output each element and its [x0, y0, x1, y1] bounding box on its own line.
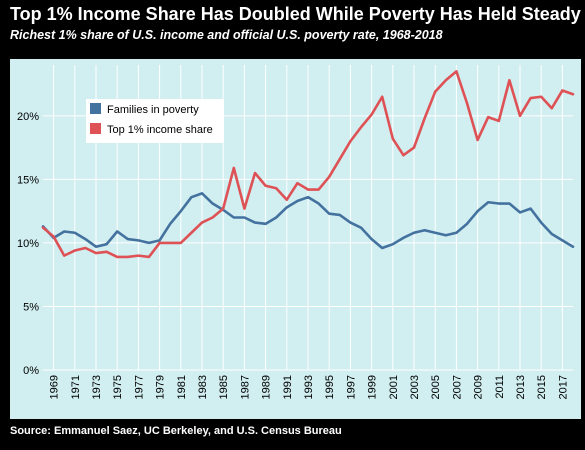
source-note: Source: Emmanuel Saez, UC Berkeley, and … — [10, 425, 342, 437]
y-tick-label: 5% — [23, 301, 39, 313]
legend-label: Top 1% income share — [107, 124, 213, 136]
legend: Families in poverty Top 1% income share — [86, 99, 224, 143]
legend-swatch — [90, 103, 101, 114]
line-chart: 0%5%10%15%20% 1969 1971 1973 1975 1977 1979 19… — [17, 65, 575, 399]
legend-label: Families in poverty — [107, 104, 199, 116]
legend-swatch — [90, 123, 101, 134]
x-axis-ticks: 1969 1971 1973 1975 1977 1979 1981 1983 1985 1987… — [49, 375, 570, 399]
x-tick-label: 1987 — [239, 375, 251, 399]
x-tick-label: 1971 — [70, 375, 82, 399]
plot-panel: 0% 5% 10% 15% 20% 1969 1971 1973 1975 1977 1979 19… — [10, 59, 581, 419]
x-tick-label: 1997 — [345, 375, 357, 399]
y-tick-label: 10% — [17, 238, 39, 250]
x-tick-label: 2005 — [430, 375, 442, 399]
x-tick-label: 1977 — [133, 375, 145, 399]
x-tick-label: 1973 — [91, 375, 103, 399]
series-lines — [41, 70, 575, 259]
y-tick-label: 20% — [17, 111, 39, 123]
x-tick-label: 2011 — [494, 375, 506, 399]
y-axis-ticks: 0% 5% 10% 15% 20% — [17, 111, 39, 377]
x-tick-label: 1989 — [261, 375, 273, 399]
x-tick-label: 2013 — [515, 375, 527, 399]
x-tick-label: 1979 — [155, 375, 167, 399]
y-tick-label: 0% — [23, 365, 39, 377]
x-tick-label: 1981 — [176, 375, 188, 399]
x-tick-label: 1985 — [218, 375, 230, 399]
x-tick-label: 2015 — [536, 375, 548, 399]
x-tick-label: 2017 — [557, 375, 569, 399]
x-tick-label: 1969 — [49, 375, 61, 399]
y-tick-label: 15% — [17, 174, 39, 186]
x-tick-label: 2003 — [409, 375, 421, 399]
x-tick-label: 1975 — [112, 375, 124, 399]
x-tick-label: 1995 — [324, 375, 336, 399]
series-line-top1 — [41, 70, 575, 259]
chart-title: Top 1% Income Share Has Doubled While Po… — [10, 4, 581, 24]
x-tick-label: 2009 — [473, 375, 485, 399]
chart-subtitle: Richest 1% share of U.S. income and offi… — [10, 28, 443, 42]
x-tick-label: 1991 — [282, 375, 294, 399]
x-tick-label: 2001 — [388, 375, 400, 399]
x-tick-label: 2007 — [451, 375, 463, 399]
series-line-poverty — [41, 192, 575, 250]
x-tick-label: 1983 — [197, 375, 209, 399]
legend-box — [86, 99, 224, 143]
x-tick-label: 1999 — [367, 375, 379, 399]
x-tick-label: 1993 — [303, 375, 315, 399]
